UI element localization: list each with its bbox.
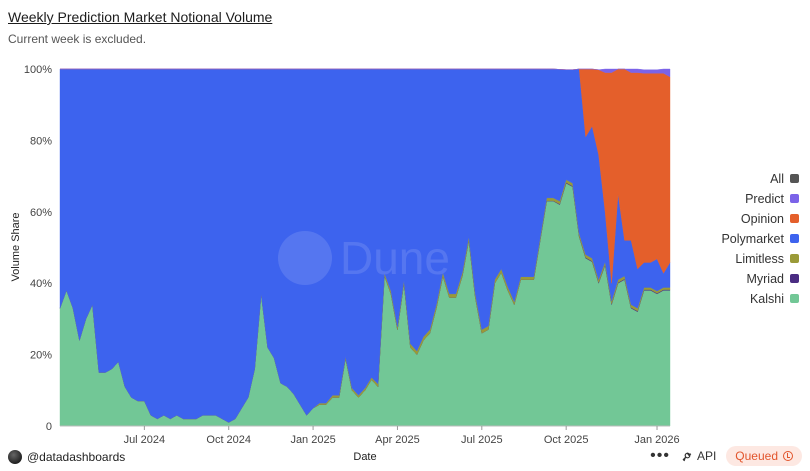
status-badge[interactable]: Queued <box>726 446 802 466</box>
y-tick-label: 100% <box>24 64 52 76</box>
api-button[interactable]: API <box>680 449 716 463</box>
footer-actions: ••• API Queued <box>650 446 802 466</box>
legend-item-opinion[interactable]: Opinion <box>740 211 799 226</box>
legend-swatch <box>790 194 799 203</box>
author[interactable]: @datadashboards <box>8 450 125 464</box>
y-tick-label: 0 <box>46 421 52 433</box>
legend-swatch <box>790 254 799 263</box>
legend-label: Kalshi <box>749 291 784 306</box>
legend-item-myriad[interactable]: Myriad <box>746 271 799 286</box>
legend-label: Opinion <box>740 211 784 226</box>
more-options-icon[interactable]: ••• <box>650 447 670 464</box>
api-icon <box>682 452 692 461</box>
legend-swatch <box>790 174 799 183</box>
legend-item-limitless[interactable]: Limitless <box>735 251 799 266</box>
watermark-text: Dune <box>340 232 450 284</box>
status-label: Queued <box>735 449 778 463</box>
legend-swatch <box>790 274 799 283</box>
x-tick-label: Oct 2025 <box>544 434 589 446</box>
legend-item-all[interactable]: All <box>770 171 799 186</box>
x-tick-label: Apr 2025 <box>375 434 420 446</box>
dune-watermark: Dune <box>278 231 450 285</box>
x-tick-label: Jan 2025 <box>290 434 335 446</box>
footer: @datadashboards ••• API Queued <box>0 445 810 471</box>
x-tick-label: Jul 2025 <box>461 434 503 446</box>
legend-swatch <box>790 214 799 223</box>
x-tick-label: Jul 2024 <box>124 434 166 446</box>
y-tick-label: 80% <box>30 135 52 147</box>
legend-swatch <box>790 234 799 243</box>
api-label: API <box>696 449 717 463</box>
legend-label: All <box>770 171 784 186</box>
area-predict[interactable] <box>60 68 671 78</box>
page-title[interactable]: Weekly Prediction Market Notional Volume <box>8 9 273 25</box>
y-axis-label: Volume Share <box>10 212 22 281</box>
legend-item-predict[interactable]: Predict <box>745 191 799 206</box>
chart-legend: All Predict Opinion Polymarket Limitless Myri… <box>721 171 799 306</box>
avatar <box>8 450 22 464</box>
x-tick-label: Oct 2024 <box>206 434 251 446</box>
y-tick-label: 20% <box>30 350 52 362</box>
author-name[interactable]: @datadashboards <box>27 450 126 464</box>
legend-label: Limitless <box>735 251 784 266</box>
y-tick-label: 60% <box>30 207 52 219</box>
chart-subtitle: Current week is excluded. <box>8 32 147 46</box>
clock-icon <box>783 451 793 461</box>
y-tick-label: 40% <box>30 278 52 290</box>
legend-label: Myriad <box>746 271 784 286</box>
legend-label: Predict <box>745 191 784 206</box>
legend-item-kalshi[interactable]: Kalshi <box>749 291 799 306</box>
legend-label: Polymarket <box>721 231 784 246</box>
legend-swatch <box>790 294 799 303</box>
x-axis-label: Date <box>353 451 376 463</box>
legend-item-polymarket[interactable]: Polymarket <box>721 231 799 246</box>
areas <box>59 68 671 427</box>
x-tick-label: Jan 2026 <box>634 434 679 446</box>
